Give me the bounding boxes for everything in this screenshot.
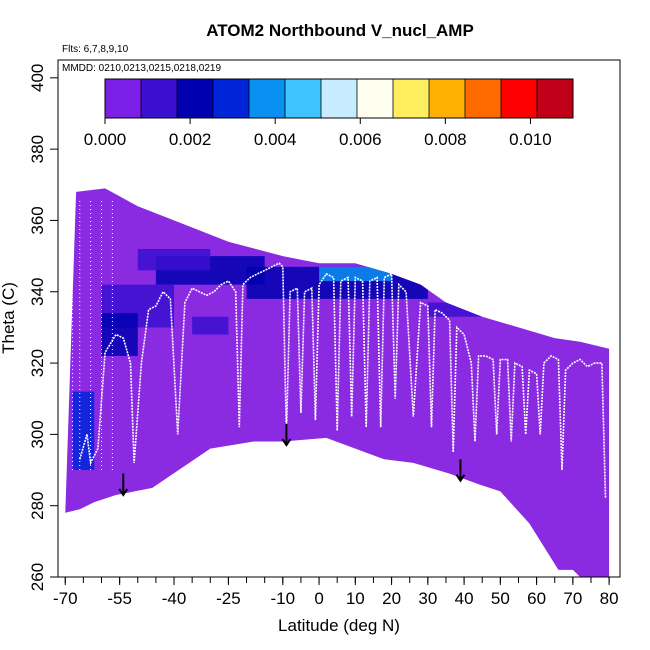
flight-track	[79, 262, 607, 499]
flights-annotation: Flts: 6,7,8,9,10	[62, 44, 129, 55]
profile-arrow	[455, 459, 466, 483]
colorbar-segment	[393, 79, 430, 118]
concentration-band	[101, 313, 138, 356]
data-region	[65, 188, 610, 577]
profile-arrow	[281, 423, 292, 447]
x-tick-label: 0	[314, 589, 323, 608]
x-tick-label: -25	[216, 589, 241, 608]
colorbar-segment	[357, 79, 394, 118]
colorbar-tick-label: 0.010	[509, 130, 552, 149]
plot-frame	[57, 59, 621, 578]
colorbar-segment	[177, 79, 214, 118]
x-tick-label: -55	[107, 589, 132, 608]
y-tick-label: 320	[28, 349, 47, 377]
x-tick-label: 10	[346, 589, 365, 608]
colorbar-segment	[537, 79, 574, 118]
colorbar-segment	[285, 79, 322, 118]
y-tick-label: 260	[28, 563, 47, 591]
x-tick-label: 30	[418, 589, 437, 608]
y-tick-label: 380	[28, 135, 47, 163]
x-tick-label: 50	[491, 589, 510, 608]
concentration-band	[319, 266, 392, 282]
y-axis-label: Theta (C)	[0, 282, 18, 354]
colorbar-segment	[105, 79, 142, 118]
colorbar-segment	[465, 79, 502, 118]
y-tick-label: 400	[28, 64, 47, 92]
profile-arrow	[118, 473, 129, 497]
colorbar-tick-label: 0.004	[254, 130, 297, 149]
x-tick-label: 20	[382, 589, 401, 608]
y-tick-label: 340	[28, 278, 47, 306]
colorbar-segment	[213, 79, 250, 118]
colorbar-border	[104, 78, 574, 119]
heatmap-layer	[65, 188, 610, 577]
colorbar-tick-label: 0.006	[339, 130, 382, 149]
colorbar-segment	[249, 79, 286, 118]
x-tick-label: -70	[53, 589, 78, 608]
x-axis-label: Latitude (deg N)	[278, 616, 400, 635]
x-tick-label: 70	[563, 589, 582, 608]
x-axis: -70 -55 -40 -25 -10 0 10 20 30 40 50 60 70 80	[53, 577, 619, 608]
colorbar-tick-label: 0.002	[169, 130, 212, 149]
x-tick-label: 80	[600, 589, 619, 608]
x-tick-label: 60	[527, 589, 546, 608]
colorbar-tick-label: 0.008	[424, 130, 467, 149]
y-tick-label: 300	[28, 420, 47, 448]
x-tick-label: -40	[162, 589, 187, 608]
colorbar-segment	[501, 79, 538, 118]
concentration-band	[192, 316, 229, 335]
colorbar: 0.000 0.002 0.004 0.006 0.008 0.010	[84, 78, 574, 149]
concentration-band	[72, 391, 95, 471]
colorbar-segment	[141, 79, 178, 118]
dates-annotation: MMDD: 0210,0213,0215,0218,0219	[62, 63, 221, 74]
y-tick-label: 280	[28, 492, 47, 520]
x-tick-label: -10	[271, 589, 296, 608]
concentration-band	[137, 248, 211, 271]
y-axis: 260 280 300 320 340 360 380 400	[28, 64, 58, 591]
y-tick-label: 360	[28, 206, 47, 234]
colorbar-segment	[321, 79, 358, 118]
chart-title: ATOM2 Northbound V_nucl_AMP	[206, 21, 474, 40]
colorbar-segment	[429, 79, 466, 118]
colorbar-tick-label: 0.000	[84, 130, 127, 149]
x-tick-label: 40	[455, 589, 474, 608]
